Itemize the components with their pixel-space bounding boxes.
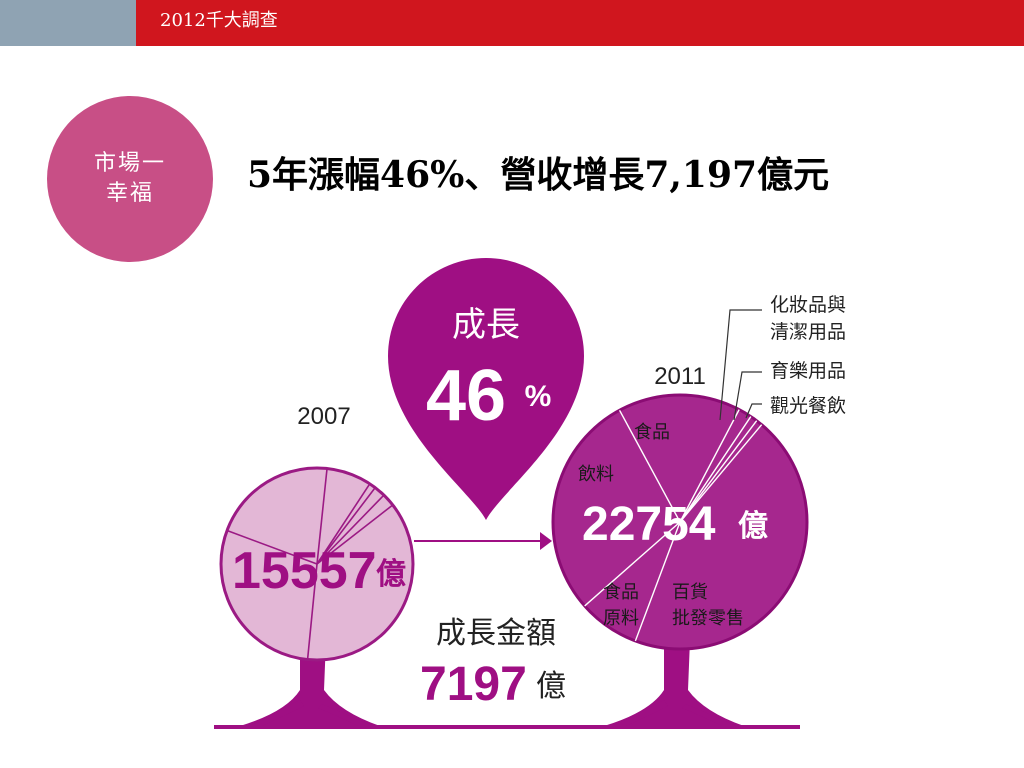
pie-slice-boundary xyxy=(316,468,328,565)
pie-slice-boundary xyxy=(306,563,318,660)
label-retail-2: 批發零售 xyxy=(672,608,744,629)
pie-slice-boundary xyxy=(679,409,740,523)
label-beverage: 飲料 xyxy=(578,464,614,485)
pie-slice-boundary xyxy=(634,521,681,642)
badge-line-2: 幸福 xyxy=(105,181,154,206)
pie-slice-boundary xyxy=(316,487,376,565)
top-banner: 2012千大調查 xyxy=(0,0,1024,46)
page-title: 5年漲幅46%、營收增長7,197億元 xyxy=(247,154,830,196)
banner-gray-block xyxy=(0,0,136,46)
pie-slice-boundary xyxy=(316,483,371,565)
label-recreation: 育樂用品 xyxy=(770,360,846,382)
callout-lines xyxy=(719,309,762,421)
label-food-raw-2: 原料 xyxy=(603,608,639,629)
label-retail-1: 百貨 xyxy=(672,582,708,603)
pie-slice-boundary xyxy=(618,409,681,523)
growth-amount-unit: 億 xyxy=(536,669,566,704)
pie-slice-boundary xyxy=(679,424,763,523)
label-cosmetics-2: 清潔用品 xyxy=(770,321,846,343)
total-2007-value: 15557 xyxy=(232,542,377,600)
growth-pin xyxy=(388,258,584,520)
label-tourism: 觀光餐飲 xyxy=(770,395,846,417)
growth-amount-label: 成長金額 xyxy=(436,616,556,651)
growth-pin-label: 成長 xyxy=(452,305,520,345)
pie-slice-boundary xyxy=(679,420,758,523)
tree-roots-2011 xyxy=(604,640,744,726)
label-cosmetics-1: 化妝品與 xyxy=(770,294,846,316)
pie-slice-boundary xyxy=(316,504,394,565)
pie-slice-boundary xyxy=(679,416,752,523)
banner-title: 2012千大調查 xyxy=(160,10,278,31)
pie-2007-slices xyxy=(226,468,394,660)
pie-slice-boundary xyxy=(316,494,385,565)
label-food-raw-1: 食品 xyxy=(603,582,639,603)
pie-2011-slices xyxy=(584,409,763,642)
total-2007-unit: 億 xyxy=(376,557,406,592)
growth-pin-unit: % xyxy=(525,380,552,413)
year-2011-label: 2011 xyxy=(654,363,706,390)
pie-slice-boundary xyxy=(584,521,681,607)
growth-arrow-head xyxy=(540,532,552,550)
pie-slice-boundary xyxy=(226,529,318,565)
growth-amount-value: 7197 xyxy=(420,658,527,711)
tree-roots-2007 xyxy=(240,640,380,726)
section-badge: 市場一 幸福 xyxy=(47,96,213,262)
year-2007-label: 2007 xyxy=(297,403,350,430)
label-food: 食品 xyxy=(634,422,670,443)
total-2011-unit: 億 xyxy=(738,509,768,544)
total-2011-value: 22754 xyxy=(582,498,716,551)
growth-pin-value: 46 xyxy=(426,356,506,436)
badge-line-1: 市場一 xyxy=(93,151,166,176)
banner-red-block xyxy=(136,0,1024,46)
